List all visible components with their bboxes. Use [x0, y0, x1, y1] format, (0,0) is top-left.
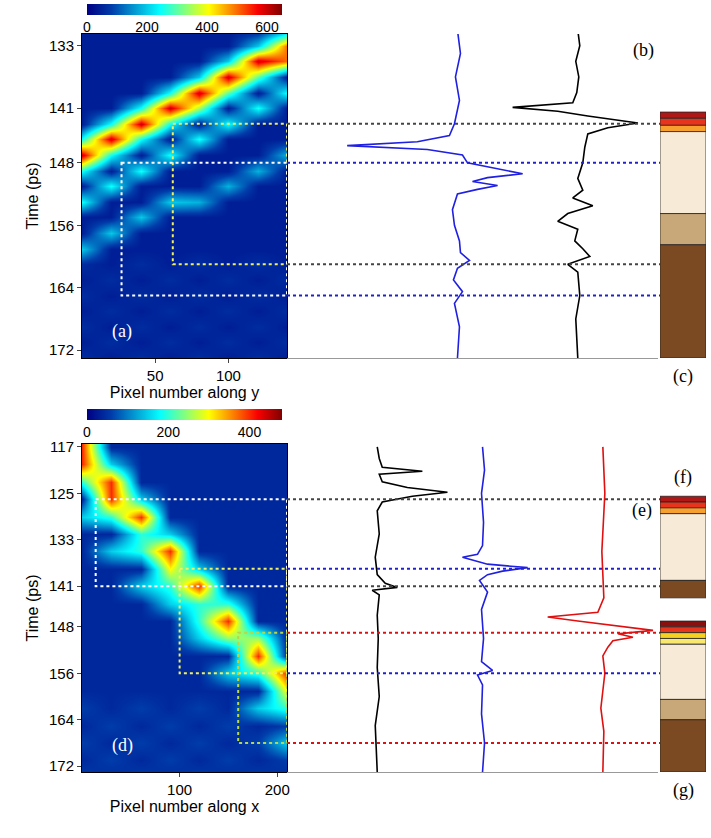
svg-text:125: 125 — [49, 485, 74, 502]
svg-text:50: 50 — [147, 367, 164, 384]
svg-text:164: 164 — [49, 711, 74, 728]
svg-text:133: 133 — [49, 37, 74, 54]
svg-text:400: 400 — [195, 19, 219, 35]
svg-text:141: 141 — [49, 577, 74, 594]
svg-text:Pixel number along x: Pixel number along x — [110, 798, 259, 815]
svg-text:141: 141 — [49, 99, 74, 116]
svg-text:117: 117 — [50, 438, 74, 455]
svg-text:156: 156 — [49, 217, 74, 234]
svg-text:133: 133 — [49, 531, 74, 548]
svg-text:0: 0 — [83, 19, 91, 35]
svg-text:(a): (a) — [112, 321, 132, 342]
svg-text:172: 172 — [49, 341, 74, 358]
svg-text:(b): (b) — [633, 40, 654, 61]
svg-text:164: 164 — [49, 279, 74, 296]
svg-text:Time (ps): Time (ps) — [24, 163, 41, 230]
svg-text:400: 400 — [238, 424, 262, 440]
svg-text:148: 148 — [49, 154, 74, 171]
svg-text:100: 100 — [216, 367, 241, 384]
svg-text:(d): (d) — [112, 735, 133, 756]
svg-text:156: 156 — [49, 665, 74, 682]
svg-text:(e): (e) — [632, 500, 652, 521]
svg-text:200: 200 — [135, 19, 159, 35]
svg-text:(c): (c) — [673, 366, 693, 387]
svg-text:(f): (f) — [674, 467, 692, 488]
svg-text:600: 600 — [255, 19, 279, 35]
svg-text:172: 172 — [49, 757, 74, 774]
svg-text:Time (ps): Time (ps) — [24, 575, 41, 642]
svg-text:(g): (g) — [673, 780, 694, 801]
svg-text:148: 148 — [49, 618, 74, 635]
svg-text:200: 200 — [157, 424, 181, 440]
svg-text:200: 200 — [265, 781, 290, 798]
svg-text:100: 100 — [167, 781, 192, 798]
svg-text:Pixel number along y: Pixel number along y — [110, 384, 259, 401]
svg-text:0: 0 — [83, 424, 91, 440]
